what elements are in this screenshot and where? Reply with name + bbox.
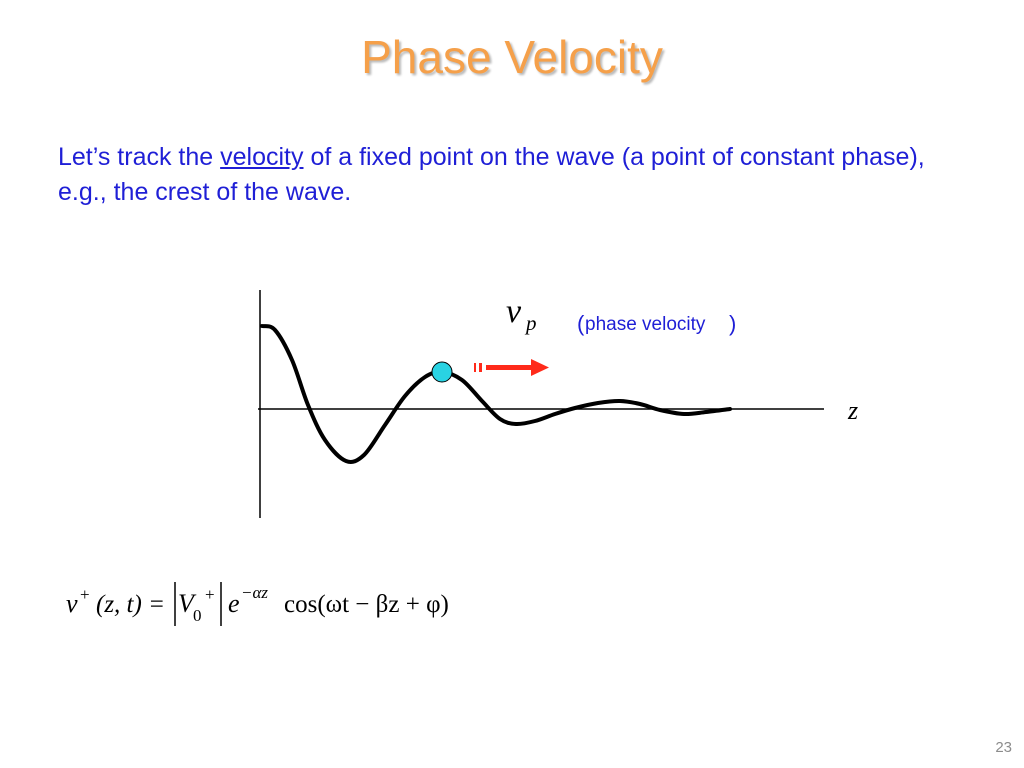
vp-subscript: p [524,311,537,335]
vp-caption-close: ) [729,311,736,336]
formula-sub-zero: 0 [193,606,202,625]
damped-wave-curve [260,324,732,464]
vp-symbol: v [506,293,522,330]
formula-sup-plus-2: + [205,585,215,604]
vp-caption-open: ( [577,311,585,336]
formula-cos-part: cos(ωt − βz + φ) [284,591,449,618]
intro-text-end: of a fixed point on the wave (a point of… [58,143,925,206]
formula-args: (z, t) = [96,591,165,618]
intro-underlined-word: velocity [220,143,304,171]
wave-formula: v + (z, t) = V 0 + e −αz cos(ωt − βz + φ… [66,582,449,626]
intro-paragraph: Let’s track the velocity of a fixed poin… [58,140,978,210]
formula-sup-plus: + [80,585,90,604]
formula-V: V [178,589,197,618]
intro-text-start: Let’s track the [58,143,221,171]
phase-velocity-arrow [474,359,549,376]
z-axis-label: z [847,396,858,425]
formula-e: e [228,589,240,618]
slide-title: Phase Velocity [361,31,663,83]
page-number: 23 [995,739,1012,756]
formula-v: v [66,589,78,618]
formula-exponent: −αz [241,583,268,602]
vp-caption-text: phase velocity [585,314,706,335]
crest-marker [431,361,453,383]
